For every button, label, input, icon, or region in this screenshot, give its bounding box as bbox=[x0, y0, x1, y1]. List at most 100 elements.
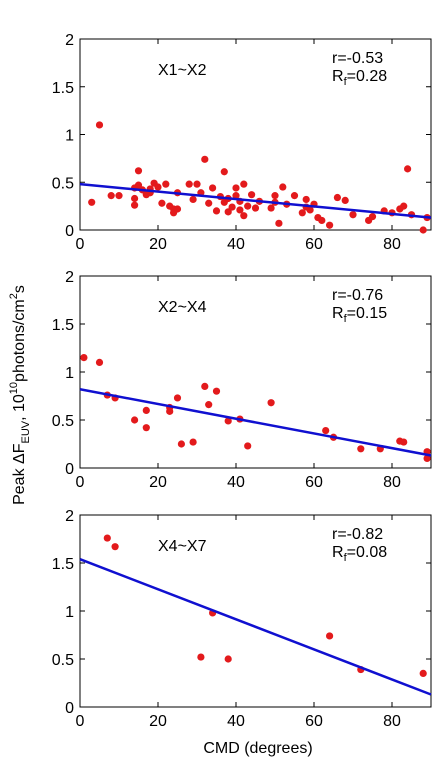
data-point bbox=[400, 438, 408, 446]
data-point bbox=[279, 183, 287, 191]
y-tick-label: 0.5 bbox=[52, 413, 74, 430]
data-point bbox=[326, 221, 334, 229]
data-point bbox=[142, 424, 150, 432]
data-point bbox=[131, 416, 139, 424]
data-point bbox=[95, 358, 104, 366]
fit-line bbox=[79, 388, 432, 457]
y-label-subscript: EUV bbox=[20, 420, 32, 443]
r-value: r=-0.82 bbox=[332, 526, 383, 543]
y-tick-label: 0 bbox=[65, 461, 74, 478]
data-point bbox=[224, 208, 232, 216]
data-point bbox=[154, 183, 162, 191]
x-tick-label: 80 bbox=[383, 236, 401, 253]
data-point bbox=[400, 202, 408, 210]
y-label-superscript: 10 bbox=[8, 382, 20, 394]
data-point bbox=[244, 202, 252, 210]
y-tick-label: 0 bbox=[65, 700, 74, 717]
x-tick-label: 20 bbox=[149, 474, 167, 491]
data-point bbox=[111, 543, 119, 551]
y-tick-label: 1.5 bbox=[52, 80, 74, 97]
y-tick-label: 2 bbox=[65, 269, 74, 286]
data-point bbox=[248, 191, 256, 199]
y-label-mid: , 10 bbox=[11, 394, 28, 421]
x-tick-label: 80 bbox=[383, 474, 401, 491]
y-label-end: s bbox=[11, 285, 28, 293]
data-point bbox=[232, 192, 240, 200]
y-label-text: Peak bbox=[11, 464, 28, 505]
data-point bbox=[357, 445, 365, 453]
data-point bbox=[134, 167, 143, 175]
y-tick-label: 0 bbox=[65, 223, 74, 240]
data-point bbox=[290, 192, 299, 200]
x-tick-label: 60 bbox=[305, 236, 323, 253]
x-tick-label: 0 bbox=[76, 713, 85, 730]
data-point bbox=[306, 206, 314, 214]
data-point bbox=[224, 417, 232, 425]
x-tick-label: 20 bbox=[149, 713, 167, 730]
data-point bbox=[80, 354, 88, 362]
panels: 00.511.520 20 40 60 80X1~X2r=-0.53Rf=0.2800.… bbox=[52, 32, 432, 730]
data-point bbox=[131, 194, 139, 203]
data-point bbox=[232, 184, 240, 192]
data-point bbox=[201, 382, 209, 390]
data-point bbox=[271, 192, 279, 200]
data-point bbox=[267, 204, 275, 212]
x-tick-label: 40 bbox=[227, 236, 245, 253]
data-point bbox=[302, 195, 310, 204]
y-label-unit: photons/cm bbox=[11, 299, 28, 382]
data-point bbox=[197, 653, 205, 661]
panel-label: X4~X7 bbox=[158, 538, 207, 555]
data-point bbox=[267, 399, 275, 407]
x-tick-label: 60 bbox=[305, 474, 323, 491]
data-point bbox=[201, 155, 209, 163]
y-tick-label: 1 bbox=[65, 365, 74, 382]
data-point bbox=[162, 180, 170, 188]
r-value: r=-0.76 bbox=[332, 287, 383, 304]
data-point bbox=[419, 669, 427, 678]
data-point bbox=[244, 442, 252, 450]
fit-line bbox=[79, 182, 432, 219]
y-tick-label: 2 bbox=[65, 32, 74, 49]
y-tick-label: 1 bbox=[65, 128, 74, 145]
data-point bbox=[322, 426, 330, 435]
data-point bbox=[185, 180, 193, 188]
panel-label: X1~X2 bbox=[158, 62, 207, 79]
x-tick-label: 0 bbox=[76, 474, 85, 491]
x-tick-label: 20 bbox=[149, 236, 167, 253]
data-point bbox=[177, 440, 185, 448]
data-point bbox=[107, 192, 115, 200]
rf-value: Rf=0.28 bbox=[332, 68, 387, 88]
data-point bbox=[368, 213, 377, 221]
data-point bbox=[189, 438, 197, 446]
data-point bbox=[341, 196, 349, 204]
x-tick-label: 40 bbox=[227, 713, 245, 730]
data-point bbox=[189, 195, 197, 204]
data-point bbox=[88, 198, 96, 206]
y-tick-label: 1.5 bbox=[52, 556, 74, 573]
data-point bbox=[158, 199, 166, 207]
y-tick-label: 1 bbox=[65, 604, 74, 621]
x-tick-label: 60 bbox=[305, 713, 323, 730]
panel-label: X2~X4 bbox=[158, 299, 207, 316]
x-tick-label: 40 bbox=[227, 474, 245, 491]
y-tick-label: 2 bbox=[65, 508, 74, 525]
data-point bbox=[193, 180, 201, 188]
data-point bbox=[333, 193, 341, 202]
data-point bbox=[228, 203, 236, 211]
data-point bbox=[236, 206, 244, 214]
data-point bbox=[404, 165, 412, 173]
data-point bbox=[298, 209, 306, 217]
data-point bbox=[240, 180, 248, 188]
data-point bbox=[275, 219, 283, 227]
data-point bbox=[220, 168, 228, 176]
data-point bbox=[240, 212, 248, 220]
r-value: r=-0.53 bbox=[332, 50, 383, 67]
data-point bbox=[142, 406, 150, 414]
y-tick-label: 0.5 bbox=[52, 652, 74, 669]
y-tick-label: 0.5 bbox=[52, 175, 74, 192]
y-axis-label: Peak ΔFEUV, 1010photons/cm2s bbox=[8, 285, 32, 505]
fit-line bbox=[79, 557, 432, 696]
